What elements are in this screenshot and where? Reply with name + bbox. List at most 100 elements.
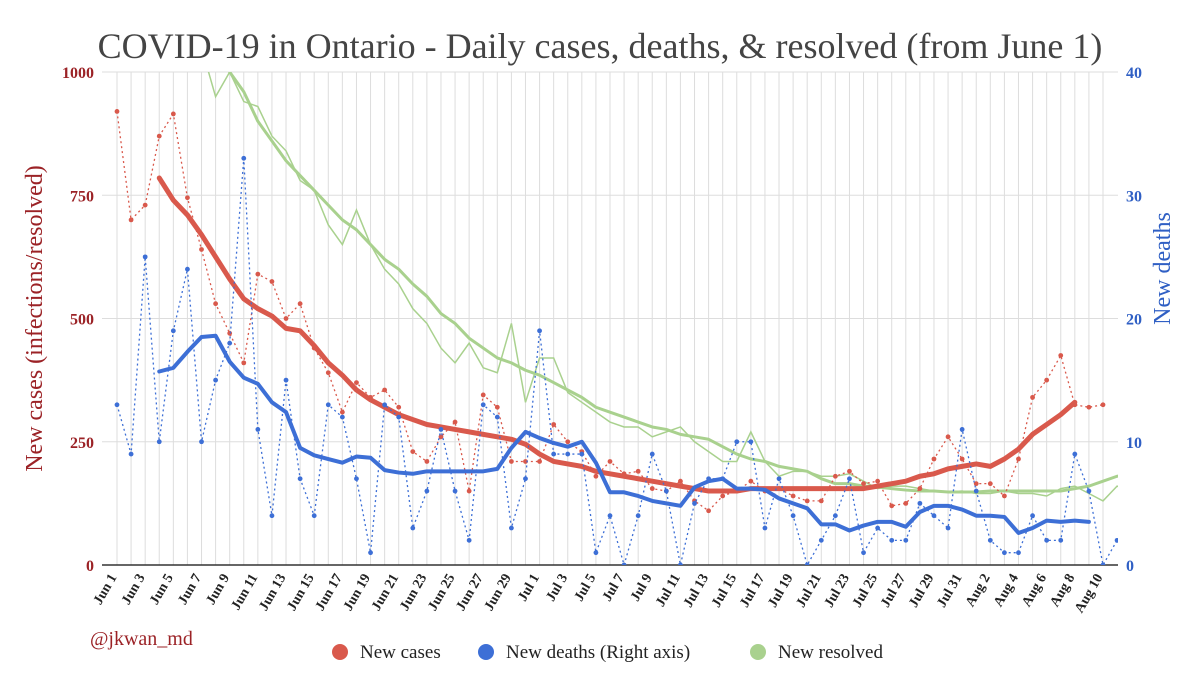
- deaths-daily-point: [241, 155, 247, 161]
- deaths-daily-point: [128, 451, 134, 457]
- cases-daily-point: [804, 498, 810, 504]
- credit-label: @jkwan_md: [90, 628, 193, 650]
- cases-daily-point: [509, 459, 514, 464]
- deaths-daily-point: [776, 476, 782, 482]
- right-y-tick-label: 0: [1126, 558, 1134, 575]
- x-tick-label: Jun 27: [454, 572, 487, 614]
- cases-daily-point: [678, 478, 683, 484]
- x-tick-label: Jul 29: [906, 572, 937, 611]
- right-y-tick-label: 10: [1126, 435, 1142, 452]
- deaths-daily-point: [1030, 513, 1035, 519]
- deaths-daily-point: [973, 488, 979, 494]
- deaths-daily-point: [382, 402, 388, 408]
- cases-daily-point: [424, 459, 430, 464]
- x-tick-label: Jun 5: [147, 572, 177, 608]
- deaths-daily-point: [227, 340, 233, 346]
- legend: New cases New deaths (Right axis) New reso…: [332, 642, 883, 663]
- cases-daily-point: [466, 488, 472, 494]
- deaths-daily-point: [1114, 537, 1118, 543]
- x-tick-label: Jun 21: [369, 572, 402, 614]
- deaths-daily-point: [494, 414, 500, 420]
- cases-daily-point: [410, 449, 416, 455]
- cases-rolling-line: [156, 175, 1078, 494]
- cases-daily-point: [931, 456, 937, 462]
- cases-daily-point: [269, 279, 275, 284]
- deaths-daily-point: [142, 254, 148, 260]
- cases-daily-point: [551, 422, 557, 427]
- x-tick-label: Jul 7: [600, 572, 628, 605]
- cases-daily-point: [494, 404, 500, 410]
- deaths-daily-point: [283, 377, 289, 383]
- x-tick-label: Jun 29: [482, 572, 515, 614]
- right-y-tick-label: 30: [1126, 188, 1142, 205]
- cases-daily-point: [832, 473, 838, 479]
- x-tick-label: Aug 6: [1019, 572, 1050, 610]
- deaths-daily-point: [537, 328, 542, 334]
- left-y-tick-label: 750: [70, 188, 94, 205]
- cases-daily-point: [706, 508, 711, 514]
- legend-marker-cases: [332, 644, 348, 660]
- deaths-daily-point: [269, 513, 275, 519]
- cases-daily-point: [1086, 404, 1092, 410]
- right-y-tick-label: 20: [1126, 312, 1142, 329]
- deaths-daily-point: [734, 439, 740, 445]
- deaths-daily-point: [621, 562, 627, 565]
- deaths-daily-point: [593, 550, 599, 556]
- cases-daily-point: [861, 481, 866, 487]
- cases-daily-point: [818, 498, 824, 504]
- right-axis-title: New deaths: [1150, 212, 1176, 325]
- x-tick-label: Jun 15: [285, 572, 318, 614]
- cases-daily-point: [1100, 402, 1106, 408]
- cases-daily-point: [1002, 493, 1007, 499]
- right-y-axis-ticks: 0 10 20 30 40: [1126, 65, 1142, 575]
- deaths-daily-point: [1058, 537, 1064, 543]
- cases-daily-point: [607, 459, 613, 464]
- cases-daily-point: [227, 330, 233, 336]
- cases-daily-point: [213, 301, 219, 307]
- cases-daily-point: [170, 111, 176, 117]
- deaths-daily-point: [847, 476, 852, 482]
- deaths-daily-point: [1002, 550, 1007, 556]
- x-tick-label: Jun 7: [175, 572, 205, 608]
- x-tick-label: Jun 25: [425, 572, 458, 614]
- x-tick-label: Jun 9: [204, 572, 234, 608]
- deaths-daily-point: [339, 414, 345, 420]
- deaths-daily-point: [931, 513, 937, 519]
- deaths-daily-point: [959, 427, 965, 432]
- x-tick-label: Jul 17: [737, 572, 768, 611]
- x-tick-label: Jun 13: [256, 572, 289, 614]
- deaths-daily-point: [903, 537, 909, 543]
- cases-daily-point: [438, 434, 444, 440]
- cases-daily-point: [255, 271, 261, 277]
- deaths-daily-point: [1129, 526, 1134, 531]
- series: [114, 72, 1134, 565]
- cases-daily-point: [199, 247, 204, 252]
- cases-daily-point: [325, 370, 331, 376]
- chart-title: COVID-19 in Ontario - Daily cases, death…: [98, 26, 1103, 66]
- cases-daily-point: [649, 486, 655, 491]
- deaths-daily-point: [311, 513, 317, 519]
- deaths-daily-point: [1072, 451, 1078, 457]
- cases-daily-point: [945, 434, 951, 440]
- right-y-tick-label: 40: [1126, 65, 1142, 82]
- left-y-tick-label: 1000: [62, 65, 94, 82]
- deaths-daily-point: [818, 537, 824, 543]
- cases-daily-point: [114, 109, 120, 114]
- deaths-daily-point: [170, 328, 176, 334]
- legend-label-resolved: New resolved: [778, 642, 883, 663]
- cases-daily-point: [142, 202, 148, 208]
- cases-daily-point: [339, 409, 345, 415]
- deaths-daily-point: [1086, 488, 1092, 494]
- x-tick-label: Jul 27: [878, 572, 909, 611]
- x-tick-label: Jul 11: [653, 572, 684, 610]
- cases-daily-point: [396, 404, 402, 410]
- cases-daily-point: [128, 217, 134, 223]
- cases-daily-point: [875, 478, 881, 484]
- cases-daily-point: [987, 481, 993, 487]
- deaths-daily-point: [199, 439, 204, 445]
- deaths-daily-point: [861, 550, 866, 556]
- x-tick-label: Jun 19: [341, 572, 374, 614]
- cases-daily-point: [452, 419, 458, 425]
- x-tick-label: Jul 13: [681, 572, 712, 611]
